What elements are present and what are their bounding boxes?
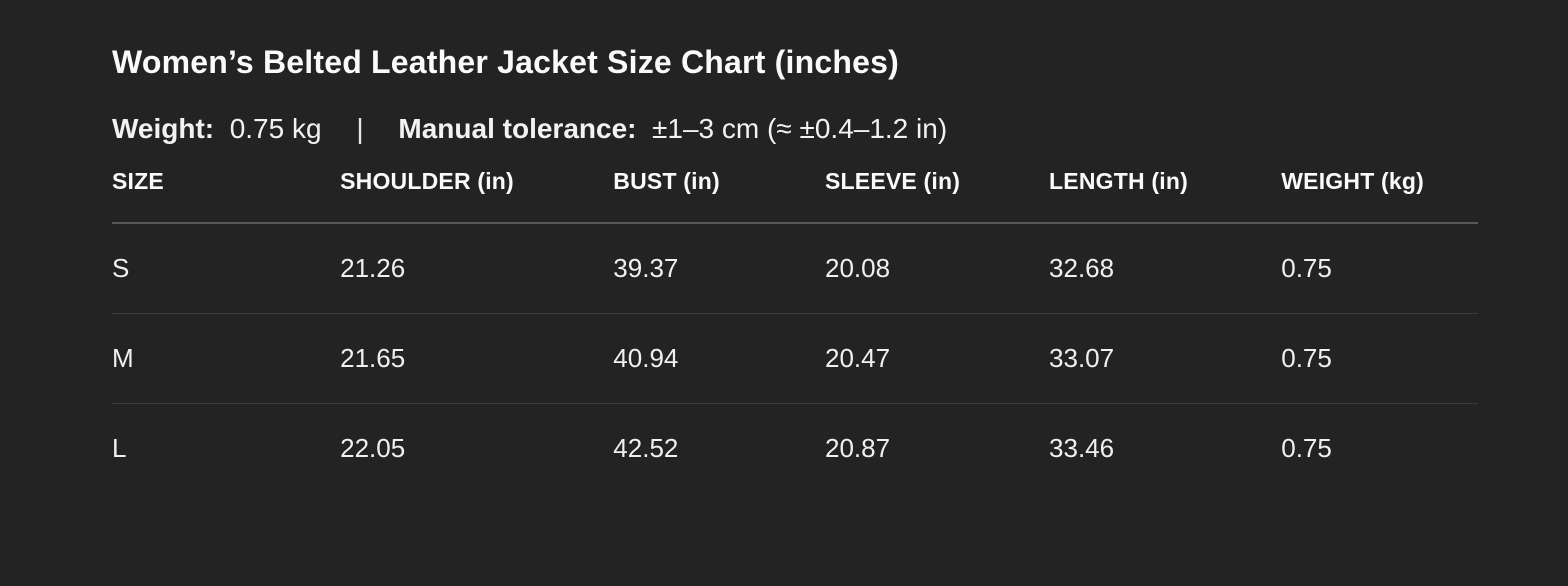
table-row: M 21.65 40.94 20.47 33.07 0.75 xyxy=(112,313,1478,404)
column-header-0: SIZE xyxy=(112,167,341,224)
table-cell: M xyxy=(112,313,341,404)
table-header-row: SIZE SHOULDER (in) BUST (in) SLEEVE (in) LEN… xyxy=(112,167,1478,224)
column-header-3: SLEEVE (in) xyxy=(825,167,1050,224)
table-cell: 22.05 xyxy=(340,432,406,463)
table-cell: 20.87 xyxy=(825,432,891,463)
weight-label: Weight: xyxy=(112,113,215,144)
meta-line: Weight: 0.75 kg | Manual tolerance: ±1–3… xyxy=(112,112,1478,146)
column-header-1: SHOULDER (in) xyxy=(340,167,614,224)
column-header-4: LENGTH (in) xyxy=(1049,167,1282,224)
table-cell: 33.46 xyxy=(1049,432,1115,463)
table-cell: L xyxy=(112,432,127,463)
weight-value: 0.75 kg xyxy=(229,113,322,144)
table-cell: 20.47 xyxy=(825,313,1050,404)
table-cell: 20.08 xyxy=(825,222,1050,314)
separator: | xyxy=(356,113,364,144)
table-cell: 40.94 xyxy=(613,313,826,404)
table-cell: 0.75 xyxy=(1281,222,1478,314)
table-cell: 0.75 xyxy=(1281,432,1332,463)
table-cell: 39.37 xyxy=(613,222,826,314)
column-header-5: WEIGHT (kg) xyxy=(1281,167,1478,224)
table-row: L 22.05 42.52 20.87 33.46 0.75 xyxy=(112,403,1478,493)
table-cell: 21.65 xyxy=(340,313,614,404)
tolerance-value: ±1–3 cm (≈ ±0.4–1.2 in) xyxy=(652,113,948,144)
table-cell: 32.68 xyxy=(1049,222,1282,314)
column-header-2: BUST (in) xyxy=(613,167,826,224)
page-title: Women’s Belted Leather Jacket Size Chart… xyxy=(112,44,899,80)
table-cell: 21.26 xyxy=(340,222,614,314)
table-cell: S xyxy=(112,222,341,314)
table-cell: 0.75 xyxy=(1281,313,1478,404)
table-cell: 33.07 xyxy=(1049,313,1282,404)
table-cell: 42.52 xyxy=(613,432,679,463)
size-chart-table: SIZE SHOULDER (in) BUST (in) SLEEVE (in) LEN… xyxy=(112,167,1478,493)
table-row: S 21.26 39.37 20.08 32.68 0.75 xyxy=(112,222,1478,314)
tolerance-label: Manual tolerance: xyxy=(398,113,637,144)
